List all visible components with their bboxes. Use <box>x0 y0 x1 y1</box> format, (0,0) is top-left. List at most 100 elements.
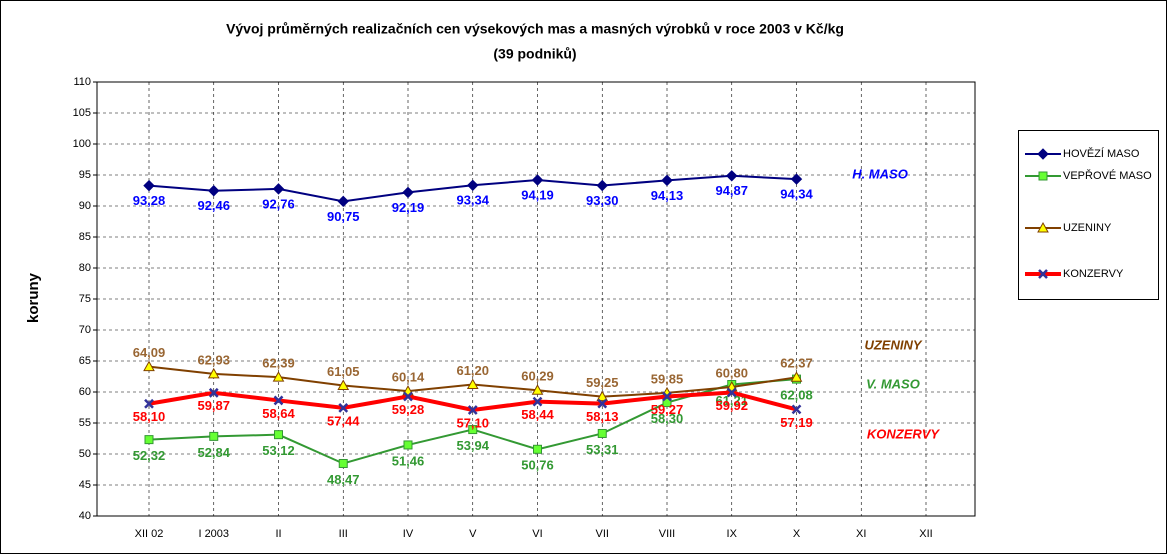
y-axis-label: koruny <box>25 272 42 323</box>
data-label: 52,84 <box>197 445 230 460</box>
data-label: 94,87 <box>715 183 748 198</box>
legend-marker <box>1037 221 1049 233</box>
x-tick-label: III <box>339 528 348 540</box>
annotation: UZENINY <box>864 337 922 352</box>
x-tick-label: VI <box>532 528 542 540</box>
data-label: 62,93 <box>197 352 230 367</box>
data-label: 58,44 <box>521 407 554 422</box>
x-tick-label: IV <box>403 528 414 540</box>
point-marker <box>662 391 672 402</box>
legend-swatch <box>1025 171 1061 181</box>
point-marker <box>337 195 349 208</box>
point-marker <box>338 402 349 413</box>
point-marker <box>466 378 479 390</box>
legend-label: VEPŘOVÉ MASO <box>1063 170 1152 182</box>
y-tick-label: 65 <box>79 355 91 367</box>
legend-marker <box>1038 171 1048 181</box>
annotation: KONZERVY <box>867 426 941 441</box>
point-marker <box>661 174 673 187</box>
point-marker <box>208 387 219 398</box>
data-label: 61,05 <box>327 364 360 379</box>
point-marker <box>337 379 350 390</box>
annotation: H. MASO <box>852 166 908 181</box>
legend-label: HOVĚZÍ MASO <box>1063 148 1140 160</box>
point-marker <box>662 398 672 408</box>
x-tick-label: VIII <box>659 528 676 540</box>
x-tick-label: X <box>793 528 801 540</box>
point-marker <box>596 390 609 402</box>
x-tick-label: VII <box>596 528 609 540</box>
x-tick-label: XII 02 <box>135 528 164 540</box>
data-label: 94,19 <box>521 187 554 202</box>
point-marker <box>274 430 283 440</box>
y-tick-label: 85 <box>79 231 91 243</box>
data-label: 53,12 <box>262 443 295 458</box>
data-label: 62,37 <box>780 356 813 371</box>
legend: HOVĚZÍ MASO VEPŘOVÉ MASO UZENINY KONZERVY <box>1018 130 1159 300</box>
data-label: 61,20 <box>456 363 489 378</box>
data-label: 92,19 <box>392 200 425 215</box>
y-tick-label: 60 <box>79 386 91 398</box>
data-label: 60,14 <box>392 370 425 385</box>
legend-entry: UZENINY <box>1023 221 1155 235</box>
data-label: 57,19 <box>780 415 813 430</box>
point-marker <box>532 396 543 407</box>
x-tick-label: IX <box>727 528 738 540</box>
data-label: 62,08 <box>780 388 813 403</box>
point-marker <box>338 458 348 468</box>
legend-swatch <box>1025 221 1061 233</box>
data-label: 50,76 <box>521 458 554 473</box>
point-marker <box>272 183 285 195</box>
point-marker <box>791 404 802 415</box>
data-label: 52,32 <box>133 448 166 463</box>
point-marker <box>467 179 479 191</box>
point-marker <box>208 185 220 197</box>
x-tick-label: XII <box>919 528 932 540</box>
data-label: 93,34 <box>456 193 489 208</box>
data-label: 60,29 <box>521 369 554 384</box>
data-label: 59,87 <box>197 398 230 413</box>
data-label: 64,09 <box>133 345 166 360</box>
data-label: 59,85 <box>651 371 684 386</box>
point-marker <box>144 435 154 445</box>
legend-label: KONZERVY <box>1063 268 1124 280</box>
data-label: 57,44 <box>327 413 360 428</box>
point-marker <box>790 173 803 185</box>
x-tick-label: II <box>275 528 281 540</box>
y-tick-label: 110 <box>73 76 91 88</box>
data-label: 62,39 <box>262 356 295 371</box>
legend-swatch <box>1025 148 1061 160</box>
y-tick-label: 45 <box>79 479 91 491</box>
point-marker <box>402 186 414 199</box>
series <box>143 170 803 208</box>
data-label: 90,75 <box>327 209 360 224</box>
data-label: 59,92 <box>715 398 748 413</box>
x-tick-label: V <box>469 528 477 540</box>
data-label: 59,28 <box>392 402 425 417</box>
point-marker <box>207 367 220 379</box>
point-marker <box>144 398 154 409</box>
point-marker <box>143 360 155 372</box>
point-marker <box>403 391 413 402</box>
data-label: 53,94 <box>456 438 489 453</box>
data-label: 92,46 <box>197 198 230 213</box>
chart-title: Vývoj průměrných realizačních cen výseko… <box>226 21 844 37</box>
point-marker <box>726 170 738 182</box>
data-label: 57,10 <box>456 415 489 430</box>
point-marker <box>143 179 155 192</box>
legend-marker <box>1037 148 1049 160</box>
y-tick-label: 95 <box>79 169 91 181</box>
legend-swatch <box>1025 269 1061 279</box>
data-label: 94,13 <box>651 188 684 203</box>
legend-entry: VEPŘOVÉ MASO <box>1023 169 1155 183</box>
legend-entry: KONZERVY <box>1023 267 1155 281</box>
data-label: 58,64 <box>262 406 295 421</box>
annotation: V. MASO <box>866 376 920 391</box>
y-tick-label: 70 <box>79 324 91 336</box>
legend-entry: HOVĚZÍ MASO <box>1023 147 1155 161</box>
point-marker <box>531 174 544 186</box>
data-label: 93,28 <box>133 193 166 208</box>
y-tick-label: 75 <box>79 293 91 305</box>
